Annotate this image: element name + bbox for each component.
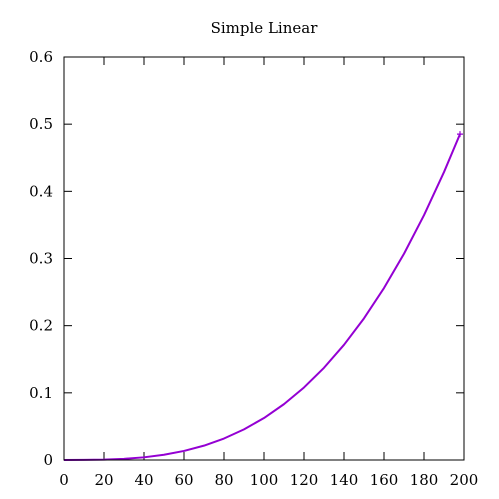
x-tick-label: 40 [134, 471, 153, 489]
x-tick-label: 140 [330, 471, 359, 489]
x-tick-label: 120 [290, 471, 319, 489]
series-endpoint-marker [457, 131, 463, 138]
y-tick-label: 0 [43, 451, 53, 469]
plot-frame [63, 56, 465, 461]
series-layer [63, 131, 463, 461]
x-tick-label: 0 [59, 471, 69, 489]
x-tick-label: 60 [174, 471, 193, 489]
x-tick-label: 80 [214, 471, 233, 489]
y-tick-label: 0.5 [29, 115, 53, 133]
y-tick-label: 0.3 [29, 250, 53, 268]
chart-title: Simple Linear [211, 19, 319, 37]
x-tick-label: 20 [94, 471, 113, 489]
x-tick-label: 160 [370, 471, 399, 489]
x-tick-label: 100 [250, 471, 279, 489]
axes: 0 20 40 60 80 100 120 140 160 180 200 0 0.1 0.2 0.3 0.4… [29, 48, 478, 489]
y-tick-label: 0.2 [29, 317, 53, 335]
x-tick-label: 200 [450, 471, 479, 489]
y-tick-label: 0.4 [29, 182, 53, 200]
series-line [63, 133, 461, 461]
y-tick-label: 0.1 [29, 384, 53, 402]
x-tick-label: 180 [410, 471, 439, 489]
y-tick-label: 0.6 [29, 48, 53, 66]
